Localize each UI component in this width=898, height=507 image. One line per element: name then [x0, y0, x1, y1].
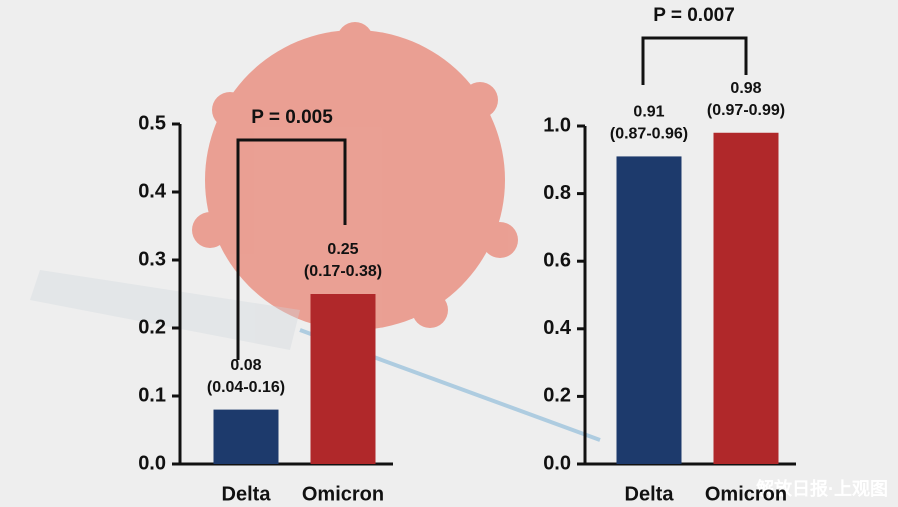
y-tick-label: 0.0	[543, 452, 571, 474]
significance-bracket	[641, 36, 748, 85]
x-tick-label: Omicron	[705, 483, 787, 505]
y-tick-label: 0.5	[138, 112, 166, 134]
watermark: 解放日报·上观图	[756, 478, 888, 499]
x-tick-label: Delta	[222, 483, 272, 505]
value-label: 0.91	[633, 104, 664, 121]
interval-label: (0.87-0.96)	[610, 126, 688, 143]
bar	[213, 409, 279, 464]
y-tick-label: 0.2	[138, 316, 166, 338]
y-tick-label: 0.8	[543, 182, 571, 204]
y-tick-label: 0.4	[138, 180, 167, 202]
interval-label: (0.17-0.38)	[304, 263, 382, 280]
y-tick-label: 0.1	[138, 384, 166, 406]
value-label: 0.08	[230, 357, 261, 374]
significance-bracket	[236, 138, 347, 360]
virus-illustration	[192, 22, 518, 330]
y-tick-label: 0.0	[138, 452, 166, 474]
x-tick-label: Delta	[625, 483, 675, 505]
y-tick-label: 0.3	[138, 248, 166, 270]
x-tick-label: Omicron	[302, 483, 384, 505]
bar	[713, 132, 779, 464]
interval-label: (0.04-0.16)	[207, 379, 285, 396]
interval-label: (0.97-0.99)	[707, 102, 785, 119]
bar	[616, 156, 682, 465]
y-tick-label: 0.4	[543, 317, 572, 339]
value-label: 0.25	[327, 241, 358, 258]
y-tick-label: 0.6	[543, 249, 571, 271]
y-tick-label: 0.2	[543, 385, 571, 407]
value-label: 0.98	[730, 80, 761, 97]
bar	[310, 294, 376, 464]
y-tick-label: 1.0	[543, 114, 571, 136]
p-value: P = 0.007	[653, 5, 735, 26]
p-value: P = 0.005	[251, 107, 333, 128]
